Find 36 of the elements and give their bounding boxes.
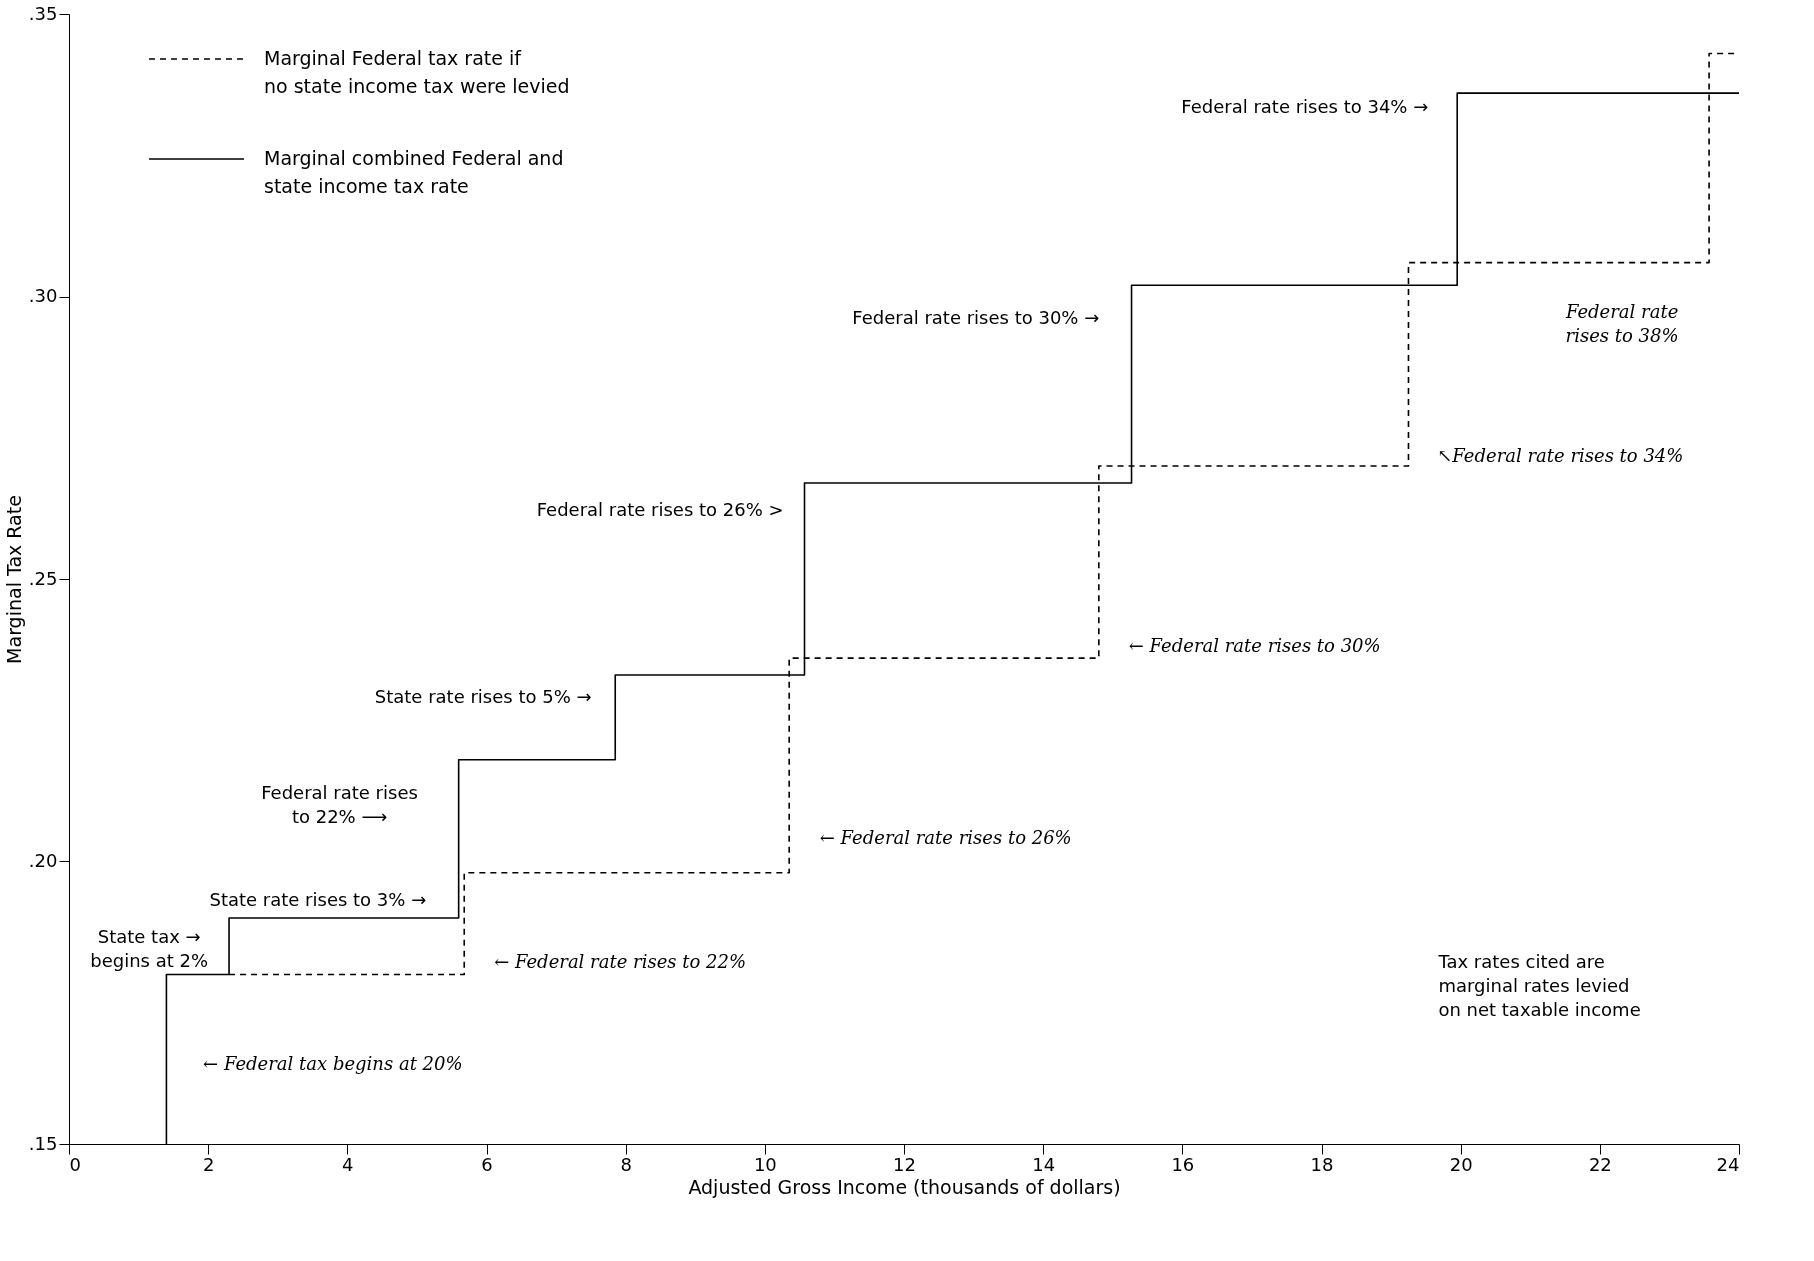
annotation: State tax → begins at 2% xyxy=(90,926,209,972)
x-tick-label: 16 xyxy=(1171,1153,1195,1175)
y-tick-label: .15 xyxy=(28,1132,58,1154)
x-tick-label: 0 xyxy=(69,1153,81,1175)
annotation: State rate rises to 5% → xyxy=(374,685,592,707)
x-tick-label: 24 xyxy=(1716,1153,1740,1175)
x-tick-label: 12 xyxy=(893,1153,916,1175)
annotation: ← Federal rate rises to 30% xyxy=(1128,634,1381,656)
annotation: ← Federal rate rises to 26% xyxy=(819,826,1072,848)
annotation: Tax rates cited are marginal rates levied on net taxable income xyxy=(1437,951,1641,1021)
legend-label: Marginal combined Federal and state income tax rate xyxy=(264,147,564,197)
y-tick-label: .25 xyxy=(28,567,58,589)
annotation: ← Federal tax begins at 20% xyxy=(203,1052,463,1074)
annotation: Federal rate rises to 30% → xyxy=(852,307,1100,329)
x-tick-label: 2 xyxy=(202,1153,215,1175)
x-tick-label: 10 xyxy=(753,1153,777,1175)
legend-label: Marginal Federal tax rate if no state income tax were levied xyxy=(264,47,570,97)
x-tick-label: 8 xyxy=(620,1153,632,1175)
y-tick-label: .30 xyxy=(28,285,58,306)
annotation: Federal rate rises to 34% → xyxy=(1181,95,1429,117)
x-tick-label: 6 xyxy=(481,1153,493,1175)
y-tick-label: .35 xyxy=(28,2,58,24)
x-axis-title: Adjusted Gross Income (thousands of dollars) xyxy=(688,1175,1121,1198)
x-tick-label: 18 xyxy=(1310,1153,1334,1175)
annotation: State rate rises to 3% → xyxy=(209,889,427,911)
y-tick-label: .20 xyxy=(28,850,58,871)
annotation: Federal rate rises to 26% > xyxy=(536,499,784,521)
annotation: Federal rate rises to 22% ⟶ xyxy=(261,781,418,827)
annotation: ↖Federal rate rises to 34% xyxy=(1437,444,1684,466)
x-tick-label: 14 xyxy=(1032,1153,1056,1175)
x-tick-label: 20 xyxy=(1449,1153,1473,1175)
x-tick-label: 22 xyxy=(1588,1153,1612,1175)
annotation: ← Federal rate rises to 22% xyxy=(494,951,747,973)
annotation: Federal rate rises to 38% xyxy=(1564,301,1679,347)
y-axis-title: Marginal Tax Rate xyxy=(2,495,25,664)
x-tick-label: 4 xyxy=(342,1153,354,1175)
